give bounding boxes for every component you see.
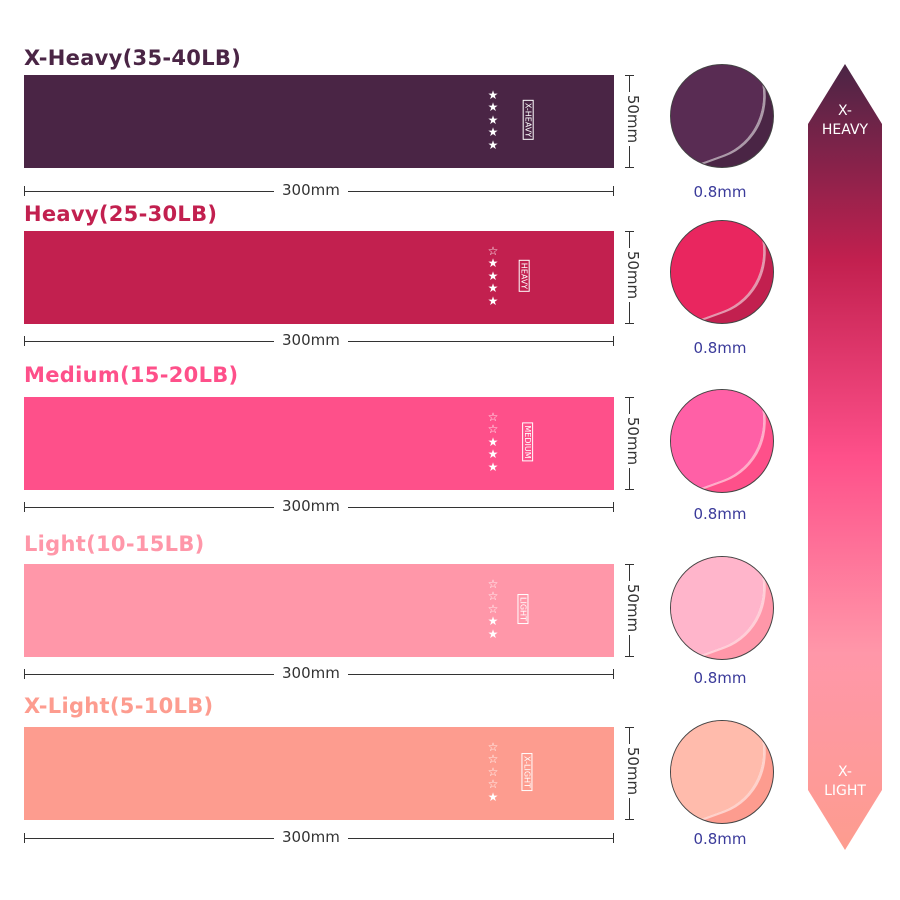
resistance-band: ☆ ☆ ☆ ★ ★ LIGHT xyxy=(24,564,614,657)
rating-stars-icon: ☆ ☆ ☆ ★ ★ xyxy=(487,577,499,641)
width-dimension: 300mm xyxy=(24,664,614,682)
band-title: X-Heavy(35-40LB) xyxy=(24,46,242,70)
thickness-detail-image xyxy=(670,720,774,824)
level-badge: X-HEAVY xyxy=(522,99,534,141)
width-dimension: 300mm xyxy=(24,181,614,199)
level-badge: HEAVY xyxy=(518,259,530,293)
resistance-scale-arrow xyxy=(808,64,882,850)
thickness-detail-image xyxy=(670,220,774,324)
band-title: Medium(15-20LB) xyxy=(24,363,239,387)
resistance-band: ☆ ☆ ★ ★ ★ MEDIUM xyxy=(24,397,614,490)
level-badge: MEDIUM xyxy=(522,422,534,462)
height-dimension: 50mm xyxy=(620,75,642,168)
level-badge: X-LIGHT xyxy=(521,753,533,791)
resistance-band: ☆ ☆ ☆ ☆ ★ X-LIGHT xyxy=(24,727,614,820)
rating-stars-icon: ☆ ☆ ★ ★ ★ xyxy=(487,410,499,474)
band-title: Heavy(25-30LB) xyxy=(24,202,218,226)
thickness-label: 0.8mm xyxy=(693,505,747,523)
thickness-detail-image xyxy=(670,64,774,168)
height-dimension: 50mm xyxy=(620,564,642,657)
height-dimension: 50mm xyxy=(620,397,642,490)
rating-stars-icon: ★ ★ ★ ★ ★ xyxy=(487,88,499,152)
thickness-label: 0.8mm xyxy=(693,669,747,687)
scale-top-label: X- HEAVY xyxy=(821,103,869,138)
height-dimension: 50mm xyxy=(620,231,642,324)
height-dimension: 50mm xyxy=(620,727,642,820)
level-badge: LIGHT xyxy=(517,594,529,624)
resistance-band: ★ ★ ★ ★ ★ X-HEAVY xyxy=(24,75,614,168)
thickness-label: 0.8mm xyxy=(693,183,747,201)
thickness-label: 0.8mm xyxy=(693,830,747,848)
thickness-label: 0.8mm xyxy=(693,339,747,357)
thickness-detail-image xyxy=(670,556,774,660)
resistance-band: ☆ ★ ★ ★ ★ HEAVY xyxy=(24,231,614,324)
band-title: X-Light(5-10LB) xyxy=(24,694,214,718)
width-dimension: 300mm xyxy=(24,828,614,846)
rating-stars-icon: ☆ ☆ ☆ ☆ ★ xyxy=(487,740,499,804)
rating-stars-icon: ☆ ★ ★ ★ ★ xyxy=(487,244,499,308)
thickness-detail-image xyxy=(670,389,774,493)
width-dimension: 300mm xyxy=(24,331,614,349)
width-dimension: 300mm xyxy=(24,497,614,515)
band-title: Light(10-15LB) xyxy=(24,532,205,556)
scale-bottom-label: X- LIGHT xyxy=(824,764,866,799)
